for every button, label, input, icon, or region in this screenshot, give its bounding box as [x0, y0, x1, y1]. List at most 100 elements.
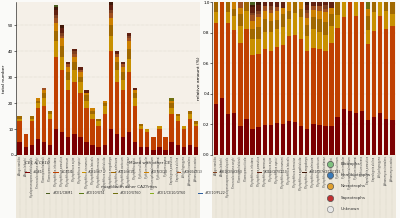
Bar [305, 10, 310, 13]
Bar [323, 9, 328, 12]
Bar [151, 137, 156, 150]
Text: #CE1/CE10/GT60: #CE1/CE10/GT60 [156, 191, 186, 196]
Bar [317, 49, 322, 125]
Bar [256, 5, 261, 11]
Bar [80, 193, 84, 194]
Bar [60, 38, 64, 46]
Bar [281, 8, 285, 14]
Bar [133, 90, 137, 93]
Bar [293, 35, 297, 122]
Bar [121, 90, 125, 137]
Bar [323, 51, 328, 126]
Bar [151, 150, 156, 155]
Bar [281, 2, 285, 8]
Bar [287, 36, 291, 121]
Bar [176, 145, 180, 155]
Bar [36, 108, 40, 140]
Bar [336, 2, 340, 15]
Bar [60, 28, 64, 33]
Bar [163, 137, 168, 150]
Bar [170, 100, 174, 103]
Bar [36, 100, 40, 103]
Bar [176, 121, 180, 145]
Bar [109, 51, 113, 129]
Bar [262, 49, 267, 125]
Bar [281, 14, 285, 27]
Bar [238, 14, 242, 26]
Bar [78, 77, 83, 82]
Bar [287, 11, 291, 19]
Bar [262, 19, 267, 32]
Bar [127, 38, 131, 41]
Bar [354, 16, 358, 113]
Bar [311, 6, 316, 10]
Bar [275, 47, 279, 123]
Bar [188, 114, 192, 119]
Bar [24, 147, 28, 155]
Text: Hemibiotrophs: Hemibiotrophs [341, 173, 371, 177]
Bar [115, 62, 119, 70]
Bar [262, 125, 267, 155]
Bar [163, 150, 168, 155]
Bar [256, 27, 261, 39]
Bar [226, 2, 230, 12]
Bar [317, 11, 322, 19]
Text: Hyaloperonospora arabidopsidis: Hyaloperonospora arabidopsidis [226, 157, 230, 197]
Bar [127, 59, 131, 72]
Bar [198, 193, 203, 194]
Bar [96, 147, 101, 155]
Bar [317, 32, 322, 49]
Text: Necrotrophs: Necrotrophs [341, 184, 366, 188]
Text: Albugo candida: Albugo candida [18, 157, 22, 176]
Text: Plasmopara halstedii: Plasmopara halstedii [42, 157, 46, 182]
Bar [54, 23, 58, 31]
Bar [256, 39, 261, 54]
Bar [18, 119, 22, 121]
Bar [268, 51, 273, 125]
Bar [305, 26, 310, 36]
Bar [72, 49, 76, 51]
Bar [299, 126, 303, 155]
Bar [127, 132, 131, 155]
Bar [145, 147, 150, 155]
FancyBboxPatch shape [212, 155, 396, 218]
Bar [144, 172, 149, 173]
Bar [109, 36, 113, 51]
Bar [84, 93, 89, 95]
Bar [299, 2, 303, 9]
Bar [170, 114, 174, 142]
Text: Aphanomyces invadans: Aphanomyces invadans [384, 157, 388, 186]
Text: Saprotrophs: Saprotrophs [341, 196, 366, 200]
Text: #CE1/CE7: #CE1/CE7 [88, 170, 103, 174]
Bar [384, 119, 388, 155]
Text: Phytophthora ramorum: Phytophthora ramorum [263, 157, 267, 186]
Bar [66, 64, 70, 67]
Bar [281, 124, 285, 155]
Bar [390, 120, 394, 155]
Bar [256, 14, 261, 17]
Bar [78, 93, 83, 137]
Bar [42, 106, 46, 142]
Bar [18, 116, 22, 119]
Bar [268, 21, 273, 32]
Bar [372, 117, 376, 155]
Bar [390, 14, 394, 26]
Bar [60, 56, 64, 70]
Bar [329, 14, 334, 26]
Text: Pythium aphanidermatum: Pythium aphanidermatum [348, 157, 352, 189]
Bar [378, 113, 382, 155]
Bar [366, 44, 370, 120]
Bar [354, 113, 358, 155]
Bar [384, 29, 388, 119]
Bar [30, 145, 34, 155]
Bar [102, 106, 107, 114]
Bar [372, 12, 376, 31]
Bar [342, 2, 346, 17]
Bar [268, 2, 273, 6]
Bar [102, 100, 107, 103]
Bar [268, 6, 273, 10]
Text: #CE10/GT4: #CE10/GT4 [86, 191, 106, 196]
Text: Pythium irregular: Pythium irregular [145, 157, 149, 178]
Bar [66, 72, 70, 80]
Text: Phytophthora nicotianae: Phytophthora nicotianae [324, 157, 328, 187]
